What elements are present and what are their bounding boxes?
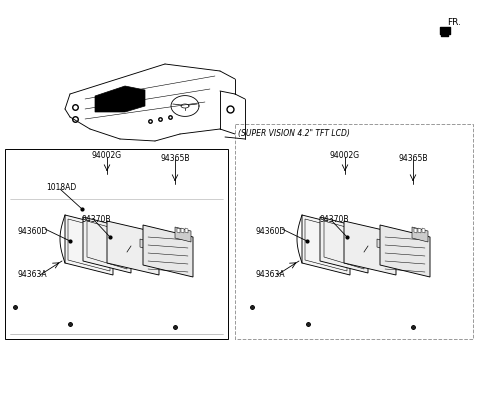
Polygon shape bbox=[107, 221, 159, 275]
Text: (SUPER VISION 4.2" TFT LCD): (SUPER VISION 4.2" TFT LCD) bbox=[238, 129, 350, 138]
Text: 94370B: 94370B bbox=[82, 215, 111, 223]
Polygon shape bbox=[143, 225, 193, 277]
Text: 94002G: 94002G bbox=[330, 151, 360, 160]
Polygon shape bbox=[177, 229, 180, 233]
Polygon shape bbox=[140, 239, 150, 250]
Polygon shape bbox=[65, 215, 113, 275]
Text: 94002G: 94002G bbox=[92, 151, 122, 160]
Polygon shape bbox=[377, 239, 387, 250]
Polygon shape bbox=[302, 215, 350, 275]
Text: 94360D: 94360D bbox=[18, 227, 48, 235]
Polygon shape bbox=[185, 229, 188, 233]
Text: 94365B: 94365B bbox=[398, 154, 428, 162]
Polygon shape bbox=[175, 227, 191, 242]
Polygon shape bbox=[320, 217, 368, 273]
Polygon shape bbox=[380, 225, 430, 277]
Polygon shape bbox=[414, 229, 417, 233]
Polygon shape bbox=[422, 229, 425, 233]
Polygon shape bbox=[418, 229, 421, 233]
Polygon shape bbox=[344, 221, 396, 275]
Text: 94365B: 94365B bbox=[160, 154, 190, 162]
Polygon shape bbox=[412, 227, 428, 242]
Text: 94363A: 94363A bbox=[18, 269, 48, 278]
Text: 94363A: 94363A bbox=[255, 269, 285, 278]
Text: 94370B: 94370B bbox=[319, 215, 348, 223]
Polygon shape bbox=[181, 229, 184, 233]
Bar bbox=[235, 125, 473, 339]
Text: 1018AD: 1018AD bbox=[46, 182, 76, 192]
Text: 94360D: 94360D bbox=[255, 227, 285, 235]
Bar bbox=[5, 150, 228, 339]
Polygon shape bbox=[95, 87, 145, 113]
Polygon shape bbox=[83, 217, 131, 273]
Text: FR.: FR. bbox=[447, 18, 461, 27]
